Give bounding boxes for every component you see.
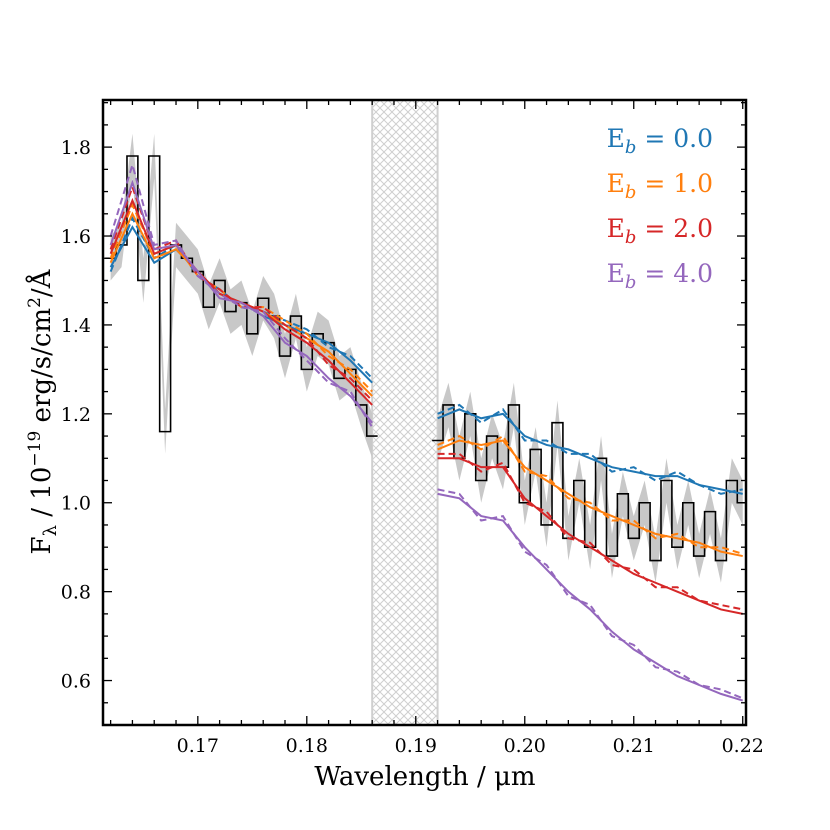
model-solid-line-right-0	[437, 408, 743, 495]
model-solid-line-right-2	[437, 457, 743, 615]
model-solid-line-right-1	[437, 439, 743, 558]
y-tick-label: 0.8	[61, 582, 91, 604]
model-dashed-line-left-3	[109, 161, 374, 428]
x-axis-label: Wavelength / μm	[314, 762, 535, 792]
plot-area	[105, 133, 746, 702]
legend-entry: Eb = 1.0	[607, 169, 713, 203]
y-tick-label: 1.0	[61, 493, 91, 515]
masked-region-hatch	[371, 99, 439, 726]
y-tick-label: 0.6	[61, 671, 91, 693]
model-dashed-line-right-2	[437, 452, 743, 611]
x-tick-label: 0.21	[613, 735, 655, 757]
plot-frame	[101, 98, 748, 727]
y-tick-label: 1.4	[61, 315, 91, 337]
masked-region	[371, 99, 439, 726]
x-tick-label: 0.20	[504, 735, 546, 757]
model-dashed-line-right-1	[437, 434, 744, 555]
y-tick-label: 1.2	[61, 404, 91, 426]
model-solid-line-right-3	[437, 492, 744, 702]
legend: Eb = 0.0 Eb = 1.0 Eb = 2.0 Eb = 4.0	[607, 124, 713, 293]
axes: 0.17 0.18 0.19 0.20 0.21 0.22 0.6 0.8 1.0 1.2 1.4 1…	[61, 98, 764, 757]
x-tick-label: 0.19	[395, 735, 437, 757]
y-tick-label: 1.6	[61, 226, 91, 248]
model-dashed-line-right-3	[437, 488, 744, 700]
legend-entry: Eb = 0.0	[607, 124, 713, 158]
model-solid-line-left-3	[109, 179, 373, 424]
x-tick-label: 0.22	[722, 735, 764, 757]
observed-error-band-1	[437, 382, 743, 583]
y-tick-label: 1.8	[61, 137, 91, 159]
legend-entry: Eb = 4.0	[607, 259, 713, 293]
x-tick-label: 0.18	[286, 735, 328, 757]
legend-entry: Eb = 2.0	[607, 214, 713, 248]
model-dashed-line-right-0	[437, 403, 743, 495]
x-tick-label: 0.17	[177, 735, 219, 757]
observed-error-band-0	[110, 133, 373, 459]
y-axis-label: Fλ / 10−19 erg/s/cm2/Å	[25, 268, 61, 554]
